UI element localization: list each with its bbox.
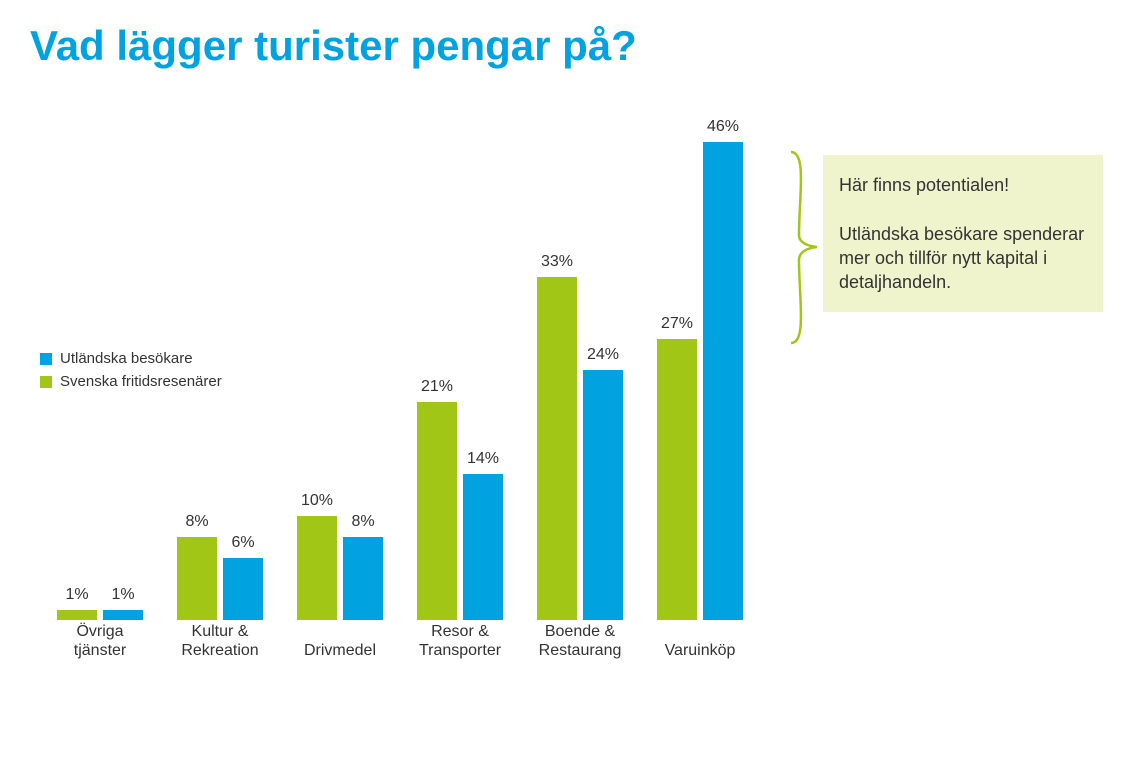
- bar-group: 33%24%: [537, 277, 623, 620]
- bar-value-label: 14%: [467, 450, 499, 468]
- legend-label: Svenska fritidsresenärer: [60, 373, 222, 390]
- bar: 33%: [537, 277, 577, 620]
- bar-group: 27%46%: [657, 142, 743, 620]
- category-label: Boende &Restaurang: [520, 622, 640, 660]
- bar-value-label: 33%: [541, 253, 573, 271]
- bar-value-label: 27%: [661, 315, 693, 333]
- bar: 10%: [297, 516, 337, 620]
- bar: 24%: [583, 370, 623, 620]
- legend: Utländska besökare Svenska fritidsresenär…: [40, 350, 222, 396]
- bar: 1%: [103, 610, 143, 620]
- bar: 46%: [703, 142, 743, 620]
- bar-group: 21%14%: [417, 402, 503, 620]
- bar: 21%: [417, 402, 457, 620]
- bar: 1%: [57, 610, 97, 620]
- legend-label: Utländska besökare: [60, 350, 193, 367]
- bar-value-label: 10%: [301, 492, 333, 510]
- bar-value-label: 8%: [185, 513, 208, 531]
- bar-value-label: 46%: [707, 118, 739, 136]
- category-label: Resor &Transporter: [400, 622, 520, 660]
- legend-swatch: [40, 353, 52, 365]
- category-label: Varuinköp: [640, 641, 760, 660]
- bar-value-label: 6%: [231, 534, 254, 552]
- bar: 27%: [657, 339, 697, 620]
- legend-item: Utländska besökare: [40, 350, 222, 367]
- category-label: Övrigatjänster: [40, 622, 160, 660]
- bar: 8%: [177, 537, 217, 620]
- bar-group: 8%6%: [177, 537, 263, 620]
- callout-line1: Här finns potentialen!: [839, 173, 1087, 197]
- page-title: Vad lägger turister pengar på?: [30, 22, 637, 70]
- bar-group: 1% 1%: [57, 610, 143, 620]
- category-label: Kultur &Rekreation: [160, 622, 280, 660]
- bar: 8%: [343, 537, 383, 620]
- brace-icon: [789, 150, 819, 345]
- callout-box: Här finns potentialen! Utländska besökar…: [823, 155, 1103, 312]
- bar-group: 10%8%: [297, 516, 383, 620]
- bar: 6%: [223, 558, 263, 620]
- category-label: Drivmedel: [280, 641, 400, 660]
- callout-line2: Utländska besökare spenderar mer och til…: [839, 222, 1087, 295]
- bar-value-label: 21%: [421, 378, 453, 396]
- bar-value-label: 1%: [111, 586, 134, 604]
- bar-value-label: 24%: [587, 346, 619, 364]
- bar-value-label: 8%: [351, 513, 374, 531]
- legend-swatch: [40, 376, 52, 388]
- legend-item: Svenska fritidsresenärer: [40, 373, 222, 390]
- bar-value-label: 1%: [65, 586, 88, 604]
- bar: 14%: [463, 474, 503, 620]
